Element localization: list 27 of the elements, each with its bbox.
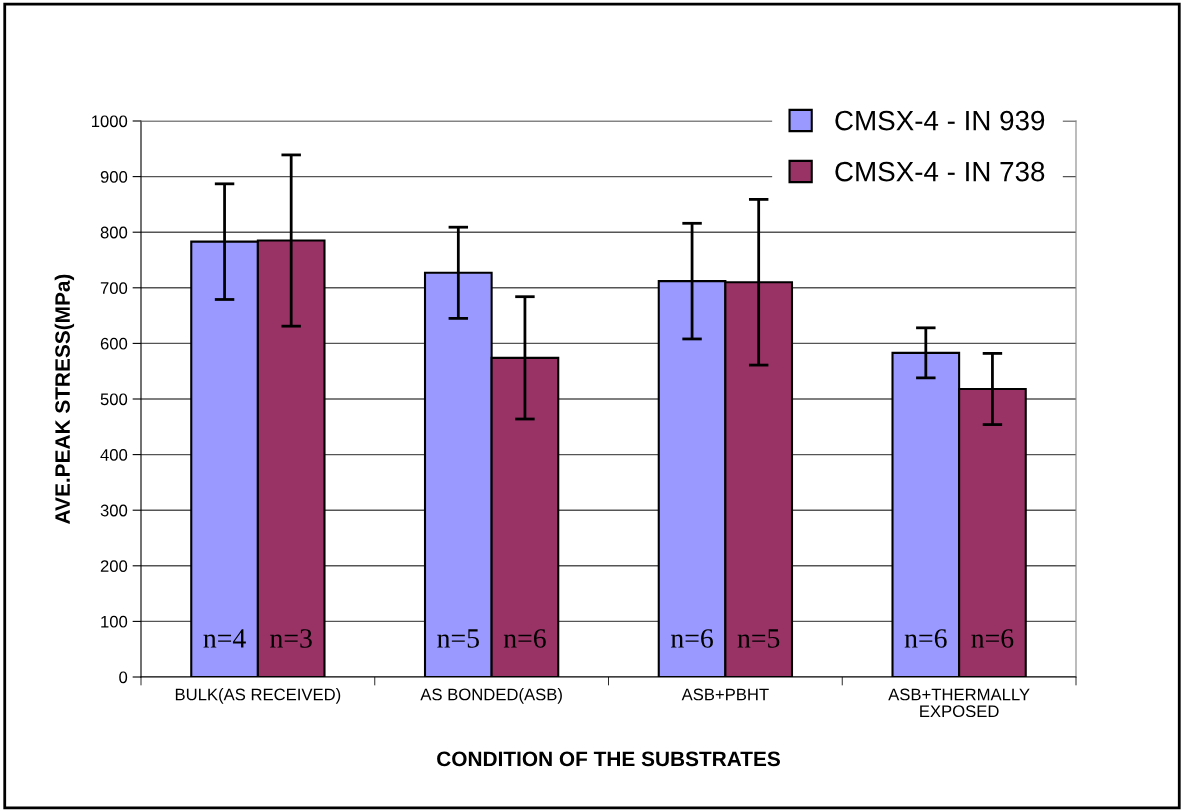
y-tick-label: 200 [100, 560, 128, 572]
y-tick-label: 0 [119, 671, 128, 684]
annotation: n=3 [270, 629, 312, 648]
x-tick-label: ASB+THERMALLY EXPOSED [888, 688, 1030, 718]
y-tick-label: 1000 [92, 115, 128, 128]
annotation: n=4 [203, 629, 246, 648]
y-tick-label: 100 [101, 615, 128, 628]
annotation: n=6 [971, 629, 1014, 648]
y-tick-label: 800 [100, 226, 128, 239]
annotation: n=5 [437, 629, 479, 648]
y-tick-label: 700 [100, 282, 128, 294]
annotation: n=5 [737, 629, 780, 648]
annotation: n=6 [503, 629, 546, 648]
y-tick-label: 400 [100, 449, 128, 461]
y-axis-title: AVE.PEAK STRESS(MPa) [54, 274, 75, 524]
y-tick-label: 900 [100, 171, 128, 183]
x-tick-label: BULK(AS RECEIVED) [175, 688, 341, 704]
x-tick-label: ASB+PBHT [681, 688, 769, 701]
annotation: n=6 [670, 629, 713, 648]
annotation: n=6 [904, 629, 947, 648]
y-tick-label: 300 [100, 504, 128, 517]
legend-label: CMSX-4 - IN 738 [835, 161, 1045, 182]
y-tick-label: 600 [100, 337, 128, 350]
legend-label: CMSX-4 - IN 939 [835, 110, 1045, 131]
y-tick-label: 500 [100, 393, 128, 406]
x-axis-title: CONDITION OF THE SUBSTRATES [437, 751, 780, 767]
x-tick-label: AS BONDED(ASB) [420, 688, 562, 704]
